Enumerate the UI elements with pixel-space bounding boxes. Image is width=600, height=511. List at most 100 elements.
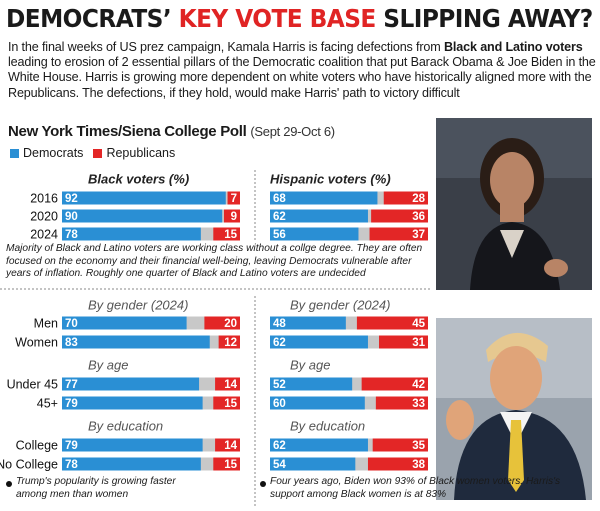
value-label: 12: [224, 337, 237, 349]
value-label: 60: [273, 398, 286, 410]
value-label: 78: [65, 229, 78, 241]
value-label: 7: [231, 193, 237, 205]
bar-republicans: [227, 191, 240, 205]
value-label: 68: [273, 193, 286, 205]
chart-title: Hispanic voters (%): [270, 171, 391, 186]
bar-republicans: [372, 438, 428, 452]
legend: Democrats Republicans: [8, 146, 183, 160]
chart-title: By gender (2024): [88, 297, 188, 312]
legend-label: Republicans: [106, 146, 176, 160]
poll-name: New York Times/Siena College Poll: [8, 123, 247, 140]
bar-democrats: [270, 457, 356, 471]
bar-democrats: [270, 316, 346, 330]
bar-democrats: [270, 227, 359, 241]
chart-title: By education: [290, 418, 365, 433]
bar-republicans: [213, 227, 240, 241]
value-label: 92: [65, 193, 78, 205]
value-label: 45: [412, 318, 425, 330]
bar-republicans: [379, 335, 428, 349]
bar-republicans: [215, 438, 240, 452]
category-label: No College: [0, 457, 58, 471]
bullet: [6, 481, 12, 487]
value-label: 28: [412, 193, 425, 205]
bar-republicans: [367, 457, 428, 471]
legend-swatch: [10, 149, 19, 158]
bar-republicans: [371, 209, 428, 223]
value-label: 31: [412, 337, 425, 349]
value-label: 15: [224, 398, 237, 410]
bar-democrats: [270, 335, 368, 349]
photo: [436, 118, 592, 290]
chart-title: By education: [88, 418, 163, 433]
value-label: 33: [412, 398, 425, 410]
chart-title: By age: [290, 357, 330, 372]
bar-republicans: [218, 335, 240, 349]
bar-democrats: [62, 191, 226, 205]
poll-dates: (Sept 29-Oct 6): [250, 124, 335, 139]
bar-republicans: [361, 377, 428, 391]
value-label: 77: [65, 379, 78, 391]
bar-republicans: [213, 457, 240, 471]
photo: [436, 318, 592, 500]
poll-title: New York Times/Siena College Poll (Sept …: [8, 123, 335, 140]
category-label: 2020: [30, 209, 58, 223]
bar-democrats: [62, 227, 201, 241]
category-label: 2024: [30, 227, 58, 241]
bar-democrats: [270, 396, 365, 410]
value-label: 56: [273, 229, 286, 241]
title: DEMOCRATS’ KEY VOTE BASE SLIPPING AWAY?: [6, 4, 593, 33]
bar-republicans: [383, 191, 428, 205]
category-label: 2016: [30, 191, 58, 205]
bar-democrats: [270, 438, 368, 452]
bar-republicans: [204, 316, 240, 330]
bar-republicans: [375, 396, 428, 410]
value-label: 20: [224, 318, 237, 330]
value-label: 48: [273, 318, 286, 330]
bar-republicans: [223, 209, 240, 223]
footnote: Four years ago, Biden won 93% of Black w…: [270, 476, 561, 500]
intro-text: In the final weeks of US prez campaign, …: [8, 40, 444, 54]
value-label: 79: [65, 398, 78, 410]
value-label: 42: [412, 379, 425, 391]
category-label: Men: [34, 316, 58, 330]
footnote: Trump's popularity is growing faster amo…: [16, 476, 176, 500]
value-label: 62: [273, 337, 286, 349]
category-label: College: [16, 438, 58, 452]
bar-democrats: [62, 316, 187, 330]
value-label: 78: [65, 459, 78, 471]
bar-democrats: [62, 335, 210, 349]
legend-swatch: [93, 149, 103, 158]
intro-bold: Black and Latino voters: [443, 40, 583, 54]
bar-democrats: [62, 457, 201, 471]
category-label: Under 45: [7, 377, 58, 391]
chart-title: Black voters (%): [88, 171, 189, 186]
title-part: DEMOCRATS’: [6, 4, 179, 33]
bar-democrats: [62, 377, 200, 391]
value-label: 14: [224, 440, 237, 452]
value-label: 62: [273, 440, 286, 452]
bullet: [260, 481, 266, 487]
bar-republicans: [356, 316, 428, 330]
value-label: 37: [412, 229, 425, 241]
bar-republicans: [215, 377, 240, 391]
value-label: 15: [224, 459, 237, 471]
intro: In the final weeks of US prez campaign, …: [8, 40, 596, 101]
value-label: 83: [65, 337, 78, 349]
bar-republicans: [213, 396, 240, 410]
chart-title: By age: [88, 357, 128, 372]
bar-democrats: [62, 209, 223, 223]
bar-democrats: [270, 377, 353, 391]
category-label: Women: [15, 335, 58, 349]
value-label: 15: [224, 229, 237, 241]
intro-text: leading to erosion of 2 essential pillar…: [8, 55, 596, 100]
category-label: 45+: [37, 396, 58, 410]
value-label: 70: [65, 318, 78, 330]
value-label: 90: [65, 211, 78, 223]
bar-republicans: [369, 227, 428, 241]
note: Majority of Black and Latino voters are …: [6, 243, 423, 280]
value-label: 14: [224, 379, 237, 391]
value-label: 36: [412, 211, 425, 223]
bar-democrats: [62, 396, 203, 410]
